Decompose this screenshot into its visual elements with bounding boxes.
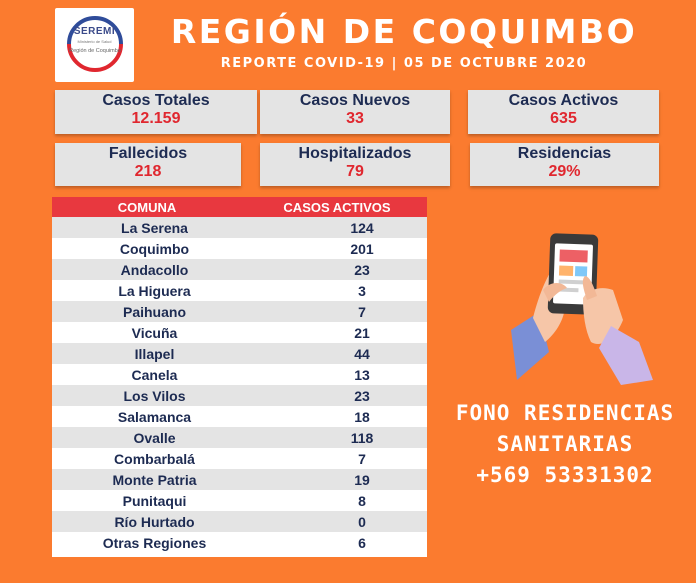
- table-row: Los Vilos 23: [52, 385, 427, 406]
- cell-comuna: Monte Patria: [112, 472, 197, 488]
- table-row: La Higuera 3: [52, 280, 427, 301]
- cell-comuna: Río Hurtado: [114, 514, 195, 530]
- cell-comuna: Andacollo: [120, 262, 189, 278]
- stat-fallecidos: Fallecidos 218: [55, 143, 241, 186]
- fono-line1: FONO RESIDENCIAS: [455, 401, 675, 425]
- cell-casos: 0: [358, 514, 366, 530]
- table-row: Monte Patria 19: [52, 469, 427, 490]
- cell-casos: 21: [354, 325, 370, 341]
- cell-comuna: Paihuano: [122, 304, 186, 320]
- table-row: Paihuano 7: [52, 301, 427, 322]
- stat-label: Fallecidos: [108, 145, 188, 162]
- table-row: Otras Regiones 6: [52, 532, 427, 553]
- cell-casos: 19: [354, 472, 370, 488]
- cell-comuna: La Higuera: [118, 283, 191, 299]
- stat-casos-activos: Casos Activos 635: [468, 90, 659, 134]
- stat-value: 33: [346, 110, 364, 127]
- table-body: La Serena 124 Coquimbo 201 Andacollo 23 La …: [52, 217, 427, 553]
- seremi-logo: SEREMI Ministerio de Salud Región de Coq…: [55, 8, 134, 82]
- table-row: Salamanca 18: [52, 406, 427, 427]
- cell-comuna: Otras Regiones: [102, 535, 207, 551]
- casos-table: COMUNA CASOS ACTIVOS La Serena 124 Coquim…: [52, 197, 427, 557]
- stat-label: Casos Totales: [102, 92, 210, 109]
- fono-line2: SANITARIAS: [496, 432, 634, 456]
- cell-comuna: Los Vilos: [123, 388, 186, 404]
- header-comuna: COMUNA: [117, 200, 177, 215]
- cell-casos: 6: [358, 535, 366, 551]
- stat-label: Hospitalizados: [298, 145, 412, 162]
- cell-comuna: Ovalle: [133, 430, 176, 446]
- cell-casos: 7: [358, 304, 366, 320]
- table-row: Coquimbo 201: [52, 238, 427, 259]
- seremi-logo-icon: [67, 16, 123, 72]
- cell-casos: 23: [354, 388, 370, 404]
- cell-casos: 3: [358, 283, 366, 299]
- page-subtitle: REPORTE COVID-19 | 05 DE OCTUBRE 2020: [220, 56, 588, 71]
- stat-label: Residencias: [517, 145, 612, 162]
- stat-value: 12.159: [131, 110, 181, 127]
- cell-comuna: Combarbalá: [114, 451, 195, 467]
- cell-casos: 13: [354, 367, 370, 383]
- cell-comuna: Punitaqui: [122, 493, 187, 509]
- stat-value: 29%: [548, 163, 581, 180]
- header-casos-activos: CASOS ACTIVOS: [283, 200, 391, 215]
- table-header: COMUNA CASOS ACTIVOS: [52, 197, 427, 217]
- table-row: Río Hurtado 0: [52, 511, 427, 532]
- table-row: Ovalle 118: [52, 427, 427, 448]
- stat-casos-nuevos: Casos Nuevos 33: [260, 90, 450, 134]
- cell-comuna: Salamanca: [117, 409, 192, 425]
- logo-region: Región de Coquimbo: [69, 48, 121, 54]
- cell-casos: 124: [350, 220, 374, 236]
- cell-casos: 118: [350, 430, 374, 446]
- page-title: REGIÓN DE COQUIMBO: [170, 12, 638, 51]
- cell-casos: 201: [350, 241, 374, 257]
- fono-residencias: FONO RESIDENCIAS SANITARIAS +569 5333130…: [440, 398, 690, 491]
- table-row: Vicuña 21: [52, 322, 427, 343]
- stat-label: Casos Nuevos: [299, 92, 411, 109]
- table-row: Combarbalá 7: [52, 448, 427, 469]
- stat-label: Casos Activos: [508, 92, 619, 109]
- cell-comuna: Canela: [131, 367, 178, 383]
- hands-phone-icon: [511, 233, 653, 385]
- table-row: Canela 13: [52, 364, 427, 385]
- cell-casos: 44: [354, 346, 370, 362]
- fono-phone: +569 53331302: [476, 463, 654, 487]
- stat-value: 635: [550, 110, 577, 127]
- table-row: Andacollo 23: [52, 259, 427, 280]
- stat-hospitalizados: Hospitalizados 79: [260, 143, 450, 186]
- table-row: La Serena 124: [52, 217, 427, 238]
- cell-comuna: Illapel: [134, 346, 175, 362]
- logo-subtitle: Ministerio de Salud: [77, 39, 112, 44]
- logo-title: SEREMI: [73, 26, 116, 37]
- cell-comuna: La Serena: [121, 220, 188, 236]
- stat-value: 79: [346, 163, 364, 180]
- cell-casos: 7: [358, 451, 366, 467]
- cell-casos: 8: [358, 493, 366, 509]
- stat-casos-totales: Casos Totales 12.159: [55, 90, 257, 134]
- cell-casos: 23: [354, 262, 370, 278]
- stat-value: 218: [134, 163, 162, 180]
- stat-residencias: Residencias 29%: [470, 143, 659, 186]
- table-row: Illapel 44: [52, 343, 427, 364]
- cell-casos: 18: [354, 409, 370, 425]
- table-row: Punitaqui 8: [52, 490, 427, 511]
- cell-comuna: Coquimbo: [119, 241, 190, 257]
- cell-comuna: Vicuña: [131, 325, 178, 341]
